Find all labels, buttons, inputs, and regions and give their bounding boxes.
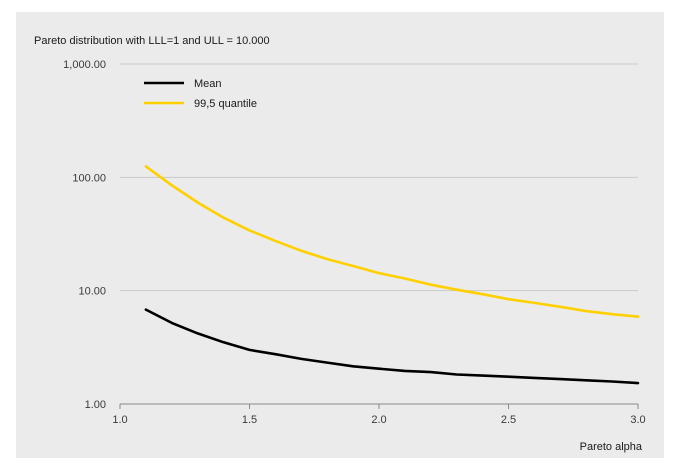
legend: Mean 99,5 quantile (144, 78, 257, 110)
y-tick-label: 1,000.00 (63, 59, 106, 71)
y-tick-label: 1.00 (85, 399, 106, 411)
chart-title: Pareto distribution with LLL=1 and ULL =… (34, 35, 270, 47)
series-line-mean (144, 308, 640, 385)
gridlines (120, 63, 638, 292)
chart: Pareto distribution with LLL=1 and ULL =… (34, 35, 646, 453)
x-tick-labels: 1.0 1.5 2.0 2.5 3.0 (112, 414, 645, 426)
series-line-quantile (144, 165, 640, 318)
y-tick-labels: 1.00 10.00 100.00 1,000.00 (63, 59, 106, 411)
x-tick-label: 1.0 (112, 414, 127, 426)
series-lines (144, 165, 640, 385)
y-tick-label: 100.00 (72, 172, 106, 184)
y-tick-label: 10.00 (78, 286, 106, 298)
x-tick-label: 3.0 (630, 414, 645, 426)
chart-panel: Pareto distribution with LLL=1 and ULL =… (16, 12, 664, 458)
x-tick-label: 2.0 (371, 414, 386, 426)
x-axis-title: Pareto alpha (580, 441, 643, 453)
x-tick-label: 1.5 (242, 414, 257, 426)
axes (119, 403, 639, 409)
x-tick-label: 2.5 (501, 414, 516, 426)
legend-label: 99,5 quantile (194, 98, 257, 110)
legend-label: Mean (194, 78, 222, 90)
